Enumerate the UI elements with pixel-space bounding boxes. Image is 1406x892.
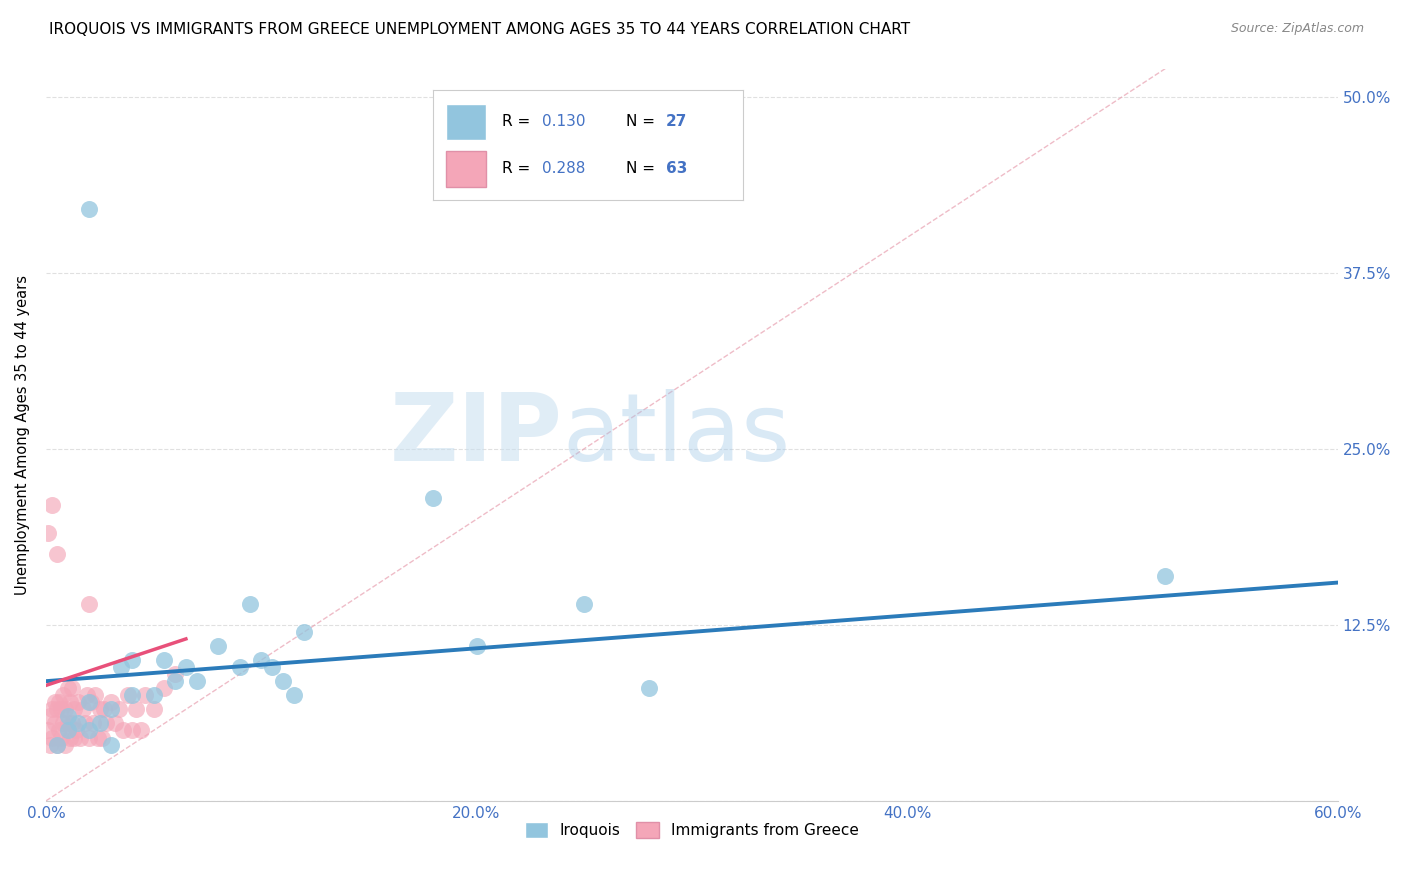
Point (67, 695, 90, 709)
Point (48, 695, 70, 709)
Point (45, 738, 67, 752)
Point (45, 738, 67, 752)
Point (271, 674, 294, 689)
Point (77, 731, 100, 745)
Point (77, 597, 100, 611)
Point (572, 597, 595, 611)
Point (44, 695, 66, 709)
Point (60, 716, 83, 731)
Point (292, 624, 315, 639)
Text: Source: ZipAtlas.com: Source: ZipAtlas.com (1230, 22, 1364, 36)
Point (186, 674, 208, 689)
Point (117, 688, 139, 702)
Point (53, 702, 76, 716)
Point (37, 723, 59, 738)
Point (260, 660, 283, 674)
Point (45, 702, 67, 716)
Point (56, 716, 79, 731)
Point (73, 716, 96, 731)
Point (89, 702, 111, 716)
Point (53, 738, 76, 752)
Point (63, 702, 86, 716)
Point (104, 716, 127, 731)
Point (422, 491, 444, 505)
Point (228, 660, 250, 674)
Point (96, 716, 118, 731)
Point (86, 731, 108, 745)
Point (59, 695, 82, 709)
Point (77, 723, 100, 738)
Point (100, 695, 122, 709)
Point (49, 702, 72, 716)
Point (153, 653, 176, 667)
Point (108, 702, 131, 716)
Point (1154, 568, 1177, 582)
Point (39, 709, 62, 723)
Point (239, 597, 262, 611)
Point (56, 723, 79, 738)
Text: atlas: atlas (562, 389, 792, 481)
Point (41, 731, 63, 745)
Point (77, 695, 100, 709)
Point (174, 660, 197, 674)
Point (77, 202, 100, 217)
Legend: Iroquois, Immigrants from Greece: Iroquois, Immigrants from Greece (519, 816, 865, 845)
Point (465, 639, 488, 653)
Point (41, 498, 63, 512)
Point (142, 702, 165, 716)
Point (45, 548, 67, 562)
Point (93, 702, 115, 716)
Point (134, 688, 156, 702)
Point (89, 716, 111, 731)
Point (52, 716, 75, 731)
Point (121, 723, 143, 738)
Point (153, 681, 176, 696)
Point (142, 688, 165, 702)
Point (207, 639, 229, 653)
Point (69, 731, 91, 745)
Point (59, 731, 82, 745)
Point (63, 731, 86, 745)
Point (48, 723, 70, 738)
Point (129, 723, 152, 738)
Point (49, 731, 72, 745)
Point (56, 709, 79, 723)
Point (121, 653, 143, 667)
Point (125, 702, 148, 716)
Point (91, 731, 114, 745)
Point (67, 716, 90, 731)
Point (44, 716, 66, 731)
Text: ZIP: ZIP (389, 389, 562, 481)
Point (84, 688, 107, 702)
Point (121, 688, 143, 702)
Point (82, 716, 104, 731)
Point (637, 681, 659, 696)
Text: IROQUOIS VS IMMIGRANTS FROM GREECE UNEMPLOYMENT AMONG AGES 35 TO 44 YEARS CORREL: IROQUOIS VS IMMIGRANTS FROM GREECE UNEMP… (49, 22, 910, 37)
Point (41, 702, 63, 716)
Point (110, 660, 132, 674)
Point (39, 738, 62, 752)
Point (65, 723, 87, 738)
Point (112, 723, 135, 738)
Point (72, 702, 94, 716)
Point (100, 702, 122, 716)
Point (165, 674, 187, 689)
Point (100, 738, 122, 752)
Y-axis label: Unemployment Among Ages 35 to 44 years: Unemployment Among Ages 35 to 44 years (15, 275, 30, 595)
Point (76, 688, 98, 702)
Point (250, 653, 273, 667)
Point (37, 526, 59, 541)
Point (52, 688, 75, 702)
Point (165, 667, 187, 681)
Point (283, 688, 305, 702)
Point (60, 681, 83, 696)
Point (80, 695, 103, 709)
Point (56, 681, 79, 696)
